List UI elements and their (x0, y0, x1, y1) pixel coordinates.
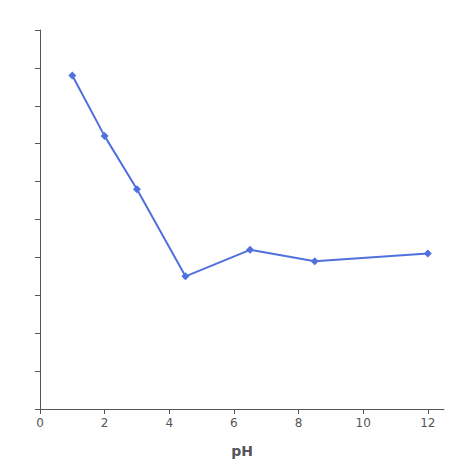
svg-text:4: 4 (165, 416, 173, 430)
svg-text:2: 2 (101, 416, 109, 430)
svg-text:8: 8 (295, 416, 303, 430)
svg-text:6: 6 (230, 416, 238, 430)
svg-text:pH: pH (231, 443, 253, 459)
svg-text:0: 0 (36, 416, 44, 430)
svg-text:10: 10 (356, 416, 371, 430)
svg-text:12: 12 (420, 416, 435, 430)
